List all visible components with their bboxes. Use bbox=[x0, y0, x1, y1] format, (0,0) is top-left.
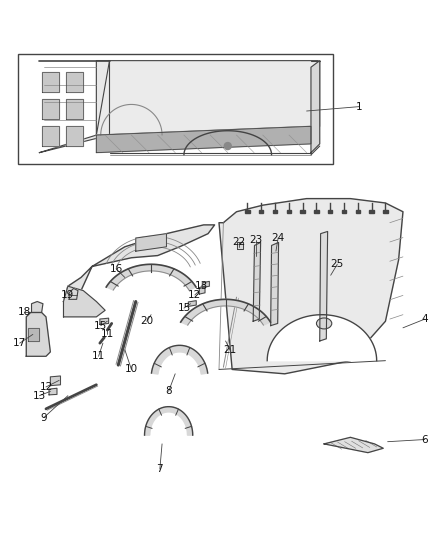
Polygon shape bbox=[69, 288, 78, 300]
Polygon shape bbox=[100, 318, 109, 324]
Text: 10: 10 bbox=[125, 365, 138, 374]
Text: 13: 13 bbox=[33, 391, 46, 401]
Polygon shape bbox=[64, 286, 105, 317]
Polygon shape bbox=[66, 72, 83, 92]
Polygon shape bbox=[50, 376, 60, 386]
Text: 25: 25 bbox=[331, 260, 344, 269]
Polygon shape bbox=[311, 61, 320, 152]
Polygon shape bbox=[136, 233, 166, 251]
Text: 15: 15 bbox=[177, 303, 191, 313]
Polygon shape bbox=[267, 314, 377, 361]
Bar bbox=[328, 211, 332, 213]
Ellipse shape bbox=[316, 318, 332, 329]
Polygon shape bbox=[66, 99, 83, 119]
Text: 12: 12 bbox=[39, 382, 53, 392]
Polygon shape bbox=[152, 345, 208, 374]
Text: 15: 15 bbox=[94, 321, 107, 330]
Text: 8: 8 bbox=[165, 386, 172, 397]
Bar bbox=[273, 211, 277, 213]
Text: 13: 13 bbox=[195, 281, 208, 291]
Polygon shape bbox=[64, 225, 215, 302]
Bar bbox=[286, 211, 291, 213]
Polygon shape bbox=[106, 264, 196, 290]
Text: 6: 6 bbox=[421, 434, 428, 445]
Polygon shape bbox=[145, 407, 193, 435]
Polygon shape bbox=[96, 126, 311, 152]
Bar bbox=[259, 211, 263, 213]
Polygon shape bbox=[181, 300, 270, 325]
Polygon shape bbox=[26, 312, 50, 356]
Polygon shape bbox=[39, 61, 110, 152]
Text: 12: 12 bbox=[188, 290, 201, 300]
Polygon shape bbox=[49, 388, 57, 395]
Text: 20: 20 bbox=[140, 316, 153, 326]
Bar bbox=[370, 211, 374, 213]
Bar bbox=[356, 211, 360, 213]
Polygon shape bbox=[219, 199, 403, 374]
Text: 19: 19 bbox=[61, 290, 74, 300]
Polygon shape bbox=[42, 72, 59, 92]
Bar bbox=[245, 211, 250, 213]
Bar bbox=[314, 211, 318, 213]
Polygon shape bbox=[96, 61, 320, 135]
Text: 11: 11 bbox=[92, 351, 105, 361]
Polygon shape bbox=[324, 437, 383, 453]
Bar bbox=[383, 211, 388, 213]
Polygon shape bbox=[237, 243, 243, 249]
Polygon shape bbox=[42, 99, 59, 119]
Polygon shape bbox=[28, 328, 39, 341]
Text: 4: 4 bbox=[421, 314, 428, 324]
Text: 24: 24 bbox=[272, 233, 285, 243]
Text: 22: 22 bbox=[232, 237, 245, 247]
Text: 18: 18 bbox=[18, 308, 31, 318]
Circle shape bbox=[224, 142, 231, 150]
Polygon shape bbox=[199, 286, 205, 294]
Text: 16: 16 bbox=[110, 264, 123, 273]
Polygon shape bbox=[42, 126, 59, 146]
Polygon shape bbox=[202, 281, 209, 287]
Text: 21: 21 bbox=[223, 345, 237, 355]
Polygon shape bbox=[253, 243, 261, 321]
Text: 23: 23 bbox=[250, 235, 263, 245]
Polygon shape bbox=[66, 126, 83, 146]
Text: 9: 9 bbox=[40, 413, 47, 423]
Text: 17: 17 bbox=[13, 338, 26, 348]
Text: 7: 7 bbox=[156, 464, 163, 474]
Polygon shape bbox=[188, 301, 196, 306]
Polygon shape bbox=[271, 243, 279, 326]
Polygon shape bbox=[32, 302, 43, 312]
Text: 1: 1 bbox=[356, 102, 363, 111]
Bar bbox=[300, 211, 305, 213]
Bar bbox=[18, 54, 333, 164]
Polygon shape bbox=[320, 231, 328, 341]
Text: 11: 11 bbox=[101, 329, 114, 340]
Bar bbox=[342, 211, 346, 213]
